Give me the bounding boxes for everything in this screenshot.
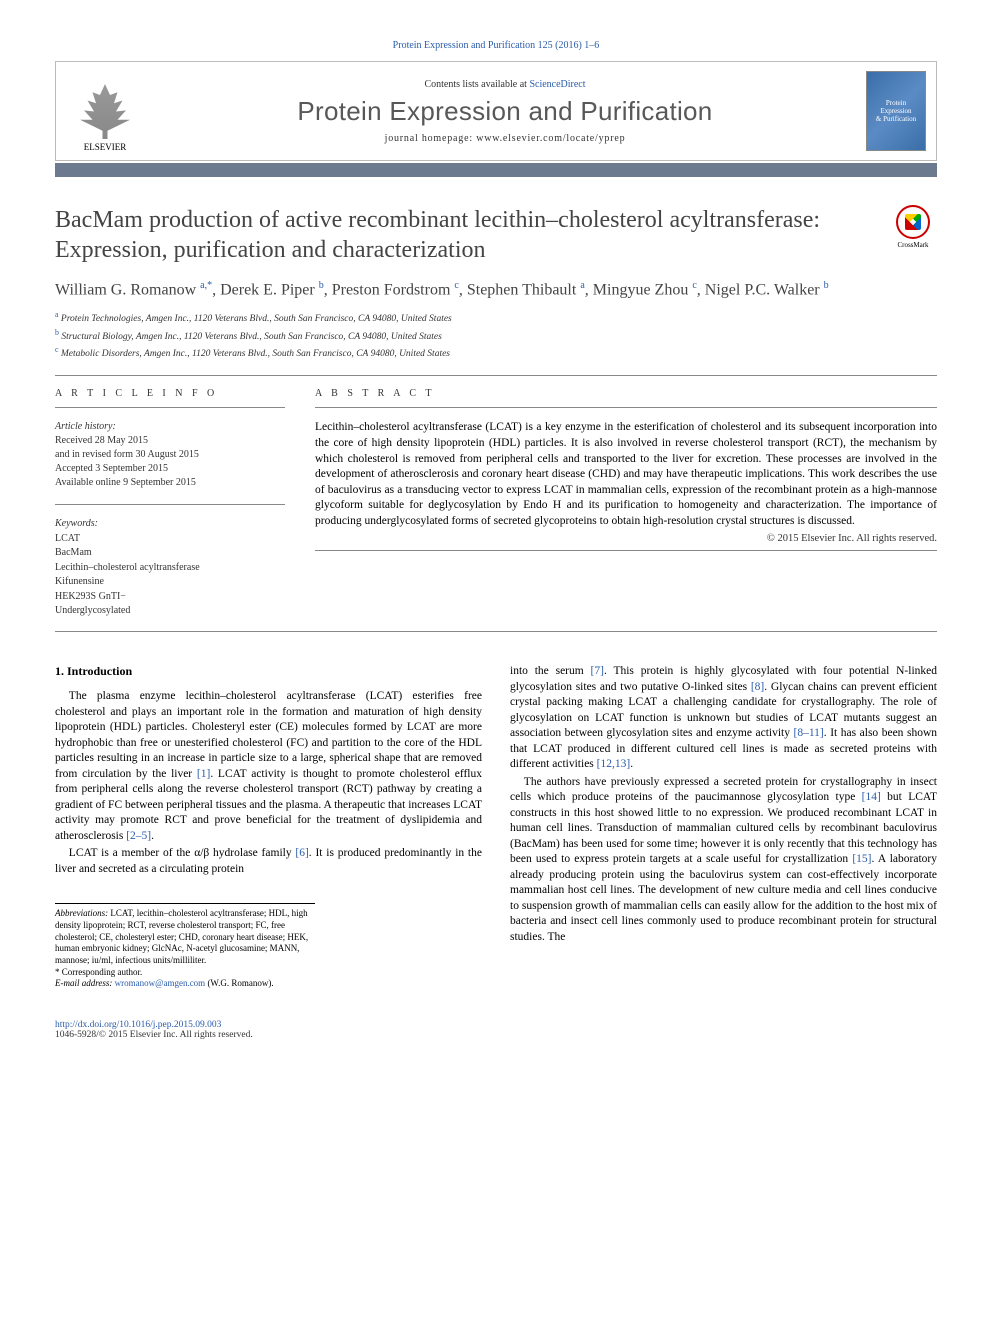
- column-right: into the serum [7]. This protein is high…: [510, 664, 937, 990]
- contents-prefix: Contents lists available at: [424, 79, 529, 90]
- elsevier-tree-icon: [80, 84, 130, 139]
- abstract-column: A B S T R A C T Lecithin–cholesterol acy…: [315, 388, 937, 619]
- ref-8[interactable]: [8]: [751, 681, 764, 693]
- issn-line: 1046-5928/© 2015 Elsevier Inc. All right…: [55, 1030, 937, 1040]
- doi-link[interactable]: http://dx.doi.org/10.1016/j.pep.2015.09.…: [55, 1020, 221, 1030]
- corr-text: Corresponding author.: [60, 967, 143, 977]
- affiliations: a Protein Technologies, Amgen Inc., 1120…: [55, 309, 937, 361]
- article-title: BacMam production of active recombinant …: [55, 205, 874, 265]
- keywords-label: Keywords:: [55, 517, 285, 532]
- keyword-item: HEK293S GnTI−: [55, 590, 285, 605]
- cover-word-3: & Purification: [876, 115, 916, 123]
- p2-pre: LCAT is a member of the α/β hydrolase fa…: [69, 847, 296, 859]
- email-tail: (W.G. Romanow).: [205, 978, 273, 988]
- publisher-name: ELSEVIER: [84, 142, 127, 152]
- journal-cover-thumbnail: Protein Expression & Purification: [866, 71, 926, 151]
- homepage-prefix: journal homepage:: [385, 133, 477, 144]
- author-list: William G. Romanow a,*, Derek E. Piper b…: [55, 279, 937, 301]
- homepage-line: journal homepage: www.elsevier.com/locat…: [385, 133, 626, 144]
- intro-heading: 1. Introduction: [55, 664, 482, 679]
- ref-6[interactable]: [6]: [295, 847, 308, 859]
- affiliation-c: c Metabolic Disorders, Amgen Inc., 1120 …: [55, 344, 937, 361]
- abstract-heading: A B S T R A C T: [315, 388, 937, 399]
- intro-para-2-cont: into the serum [7]. This protein is high…: [510, 664, 937, 773]
- affiliation-b: b Structural Biology, Amgen Inc., 1120 V…: [55, 327, 937, 344]
- keywords-block: Keywords: LCATBacMamLecithin–cholesterol…: [55, 517, 285, 619]
- history-label: Article history:: [55, 420, 285, 434]
- ref-12-13[interactable]: [12,13]: [597, 758, 631, 770]
- column-left: 1. Introduction The plasma enzyme lecith…: [55, 664, 482, 990]
- divider-kw: [55, 504, 285, 505]
- divider-full: [55, 631, 937, 632]
- keyword-item: Lecithin–cholesterol acyltransferase: [55, 561, 285, 576]
- elsevier-logo: ELSEVIER: [66, 70, 144, 152]
- abstract-text: Lecithin–cholesterol acyltransferase (LC…: [315, 420, 937, 529]
- keyword-item: LCAT: [55, 532, 285, 547]
- footnotes: Abbreviations: LCAT, lecithin–cholestero…: [55, 903, 315, 990]
- article-info-heading: A R T I C L E I N F O: [55, 388, 285, 399]
- history-accepted: Accepted 3 September 2015: [55, 462, 285, 476]
- intro-para-3: The authors have previously expressed a …: [510, 775, 937, 946]
- divider-top: [55, 375, 937, 376]
- sciencedirect-link[interactable]: ScienceDirect: [529, 79, 585, 90]
- divider-abs-bottom: [315, 550, 937, 551]
- history-revised: and in revised form 30 August 2015: [55, 448, 285, 462]
- crossmark-icon: [896, 205, 930, 239]
- p1-pre: The plasma enzyme lecithin–cholesterol a…: [55, 690, 482, 780]
- crossmark-badge[interactable]: CrossMark: [889, 205, 937, 253]
- keyword-item: Underglycosylated: [55, 604, 285, 619]
- contents-line: Contents lists available at ScienceDirec…: [424, 79, 585, 90]
- intro-para-1: The plasma enzyme lecithin–cholesterol a…: [55, 689, 482, 844]
- footer: http://dx.doi.org/10.1016/j.pep.2015.09.…: [55, 1020, 937, 1040]
- intro-para-2: LCAT is a member of the α/β hydrolase fa…: [55, 846, 482, 877]
- p1-end: .: [151, 830, 154, 842]
- keyword-item: Kifunensine: [55, 575, 285, 590]
- journal-header: ELSEVIER Contents lists available at Sci…: [55, 61, 937, 161]
- c2p1-end: .: [630, 758, 633, 770]
- keywords-list: LCATBacMamLecithin–cholesterol acyltrans…: [55, 532, 285, 619]
- article-history: Article history: Received 28 May 2015 an…: [55, 420, 285, 490]
- top-citation: Protein Expression and Purification 125 …: [55, 40, 937, 51]
- ref-8-11[interactable]: [8–11]: [794, 727, 824, 739]
- color-bar: [55, 163, 937, 177]
- crossmark-label: CrossMark: [897, 241, 928, 249]
- ref-1[interactable]: [1]: [197, 768, 210, 780]
- history-online: Available online 9 September 2015: [55, 476, 285, 490]
- ref-7[interactable]: [7]: [591, 665, 604, 677]
- c2p1-pre: into the serum: [510, 665, 591, 677]
- email-link[interactable]: wromanow@amgen.com: [115, 978, 206, 988]
- ref-15[interactable]: [15]: [852, 853, 871, 865]
- cover-word-1: Protein: [886, 99, 906, 107]
- history-received: Received 28 May 2015: [55, 434, 285, 448]
- ref-14[interactable]: [14]: [862, 791, 881, 803]
- copyright-line: © 2015 Elsevier Inc. All rights reserved…: [315, 533, 937, 544]
- divider-abs: [315, 407, 937, 408]
- abbr-label: Abbreviations:: [55, 908, 108, 918]
- cover-word-2: Expression: [880, 107, 911, 115]
- header-center: Contents lists available at ScienceDirec…: [156, 79, 854, 144]
- keyword-item: BacMam: [55, 546, 285, 561]
- divider-info: [55, 407, 285, 408]
- c2p2-end: . A laboratory already producing protein…: [510, 853, 937, 943]
- ref-2-5[interactable]: [2–5]: [126, 830, 151, 842]
- journal-name: Protein Expression and Purification: [297, 96, 712, 127]
- email-label: E-mail address:: [55, 978, 112, 988]
- affiliation-a: a Protein Technologies, Amgen Inc., 1120…: [55, 309, 937, 326]
- article-info-column: A R T I C L E I N F O Article history: R…: [55, 388, 285, 619]
- homepage-url[interactable]: www.elsevier.com/locate/yprep: [476, 133, 625, 144]
